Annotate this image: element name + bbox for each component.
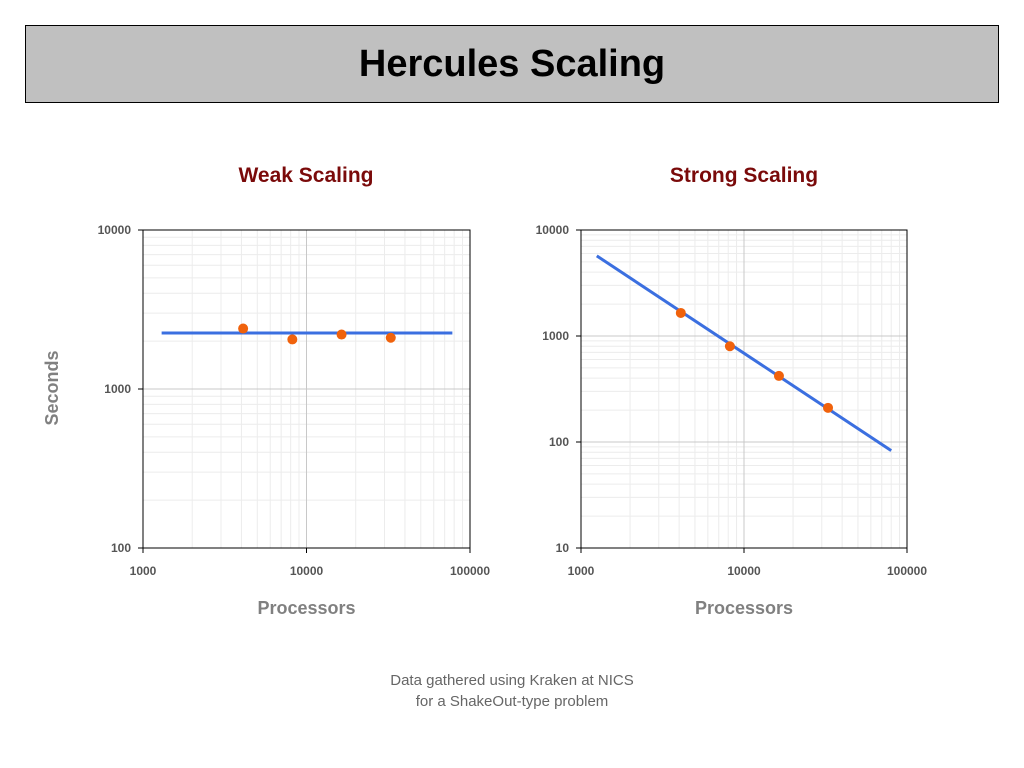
data-point [287, 334, 298, 345]
data-point [238, 323, 249, 334]
x-tick-label: 100000 [450, 564, 490, 578]
x-axis-label: Processors [257, 598, 355, 618]
y-tick-label: 1000 [104, 382, 131, 396]
footer-line-2: for a ShakeOut-type problem [415, 693, 609, 710]
y-tick-label: 10000 [98, 223, 132, 237]
x-tick-label: 10000 [290, 564, 324, 578]
page-title: Hercules Scaling [358, 42, 666, 85]
y-tick-label: 100 [111, 541, 131, 555]
weak-chart-title: Weak Scaling [238, 164, 374, 187]
y-axis-label: Seconds [42, 350, 62, 425]
x-tick-label: 1000 [130, 564, 157, 578]
footer-line-1: Data gathered using Kraken at NICS [390, 672, 634, 689]
data-point [336, 329, 347, 340]
title-bar: Hercules Scaling [25, 25, 999, 103]
footer-note: Data gathered using Kraken at NICS for a… [312, 670, 712, 712]
data-point [385, 332, 396, 343]
strong-chart-title: Strong Scaling [669, 164, 819, 187]
